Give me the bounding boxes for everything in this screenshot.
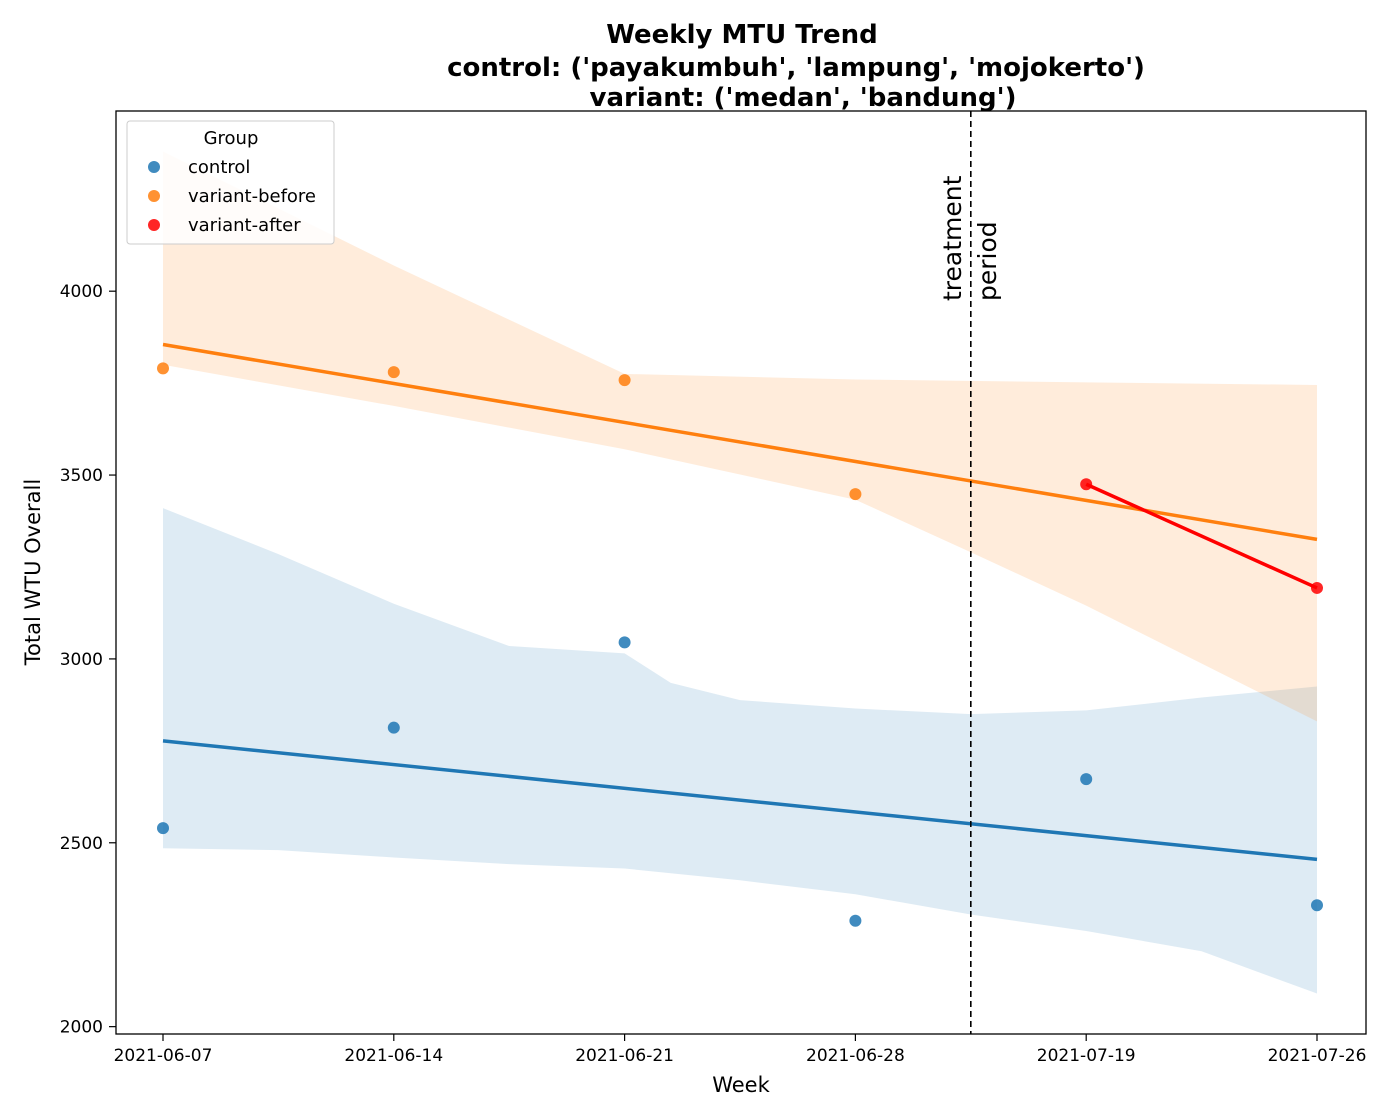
x-tick-label-5: 2021-07-26 [1268,1046,1367,1066]
legend-marker-variant-before [148,190,160,202]
x-tick-label-4: 2021-07-19 [1037,1046,1136,1066]
point-variant-after-0 [1080,478,1093,491]
line-variant-after [1085,482,1318,590]
chart-title: Weekly MTU Trend control: ('payakumbuh',… [447,20,1145,113]
point-control-5 [1311,899,1323,912]
point-variant-before-3 [849,488,862,501]
legend: Group control variant-before variant-aft… [126,120,335,245]
point-control-0 [157,822,169,835]
point-control-1 [387,721,400,734]
y-tick-label-2: 3000 [60,650,103,670]
legend-marker-control [148,161,160,173]
legend-entry-control: control [188,157,250,178]
data-points [157,362,1323,927]
chart-title-line-3: variant: ('medan', 'bandung') [590,83,1017,113]
x-tick-label-3: 2021-06-28 [806,1046,905,1066]
point-control-4 [1080,773,1093,786]
chart-title-line-2: control: ('payakumbuh', 'lampung', 'mojo… [447,53,1145,83]
x-axis: 2021-06-07 2021-06-14 2021-06-21 2021-06-28… [114,1034,1367,1066]
point-control-2 [618,636,631,649]
x-axis-label: Week [712,1073,770,1097]
x-tick-label-2: 2021-06-21 [575,1046,674,1066]
legend-entry-variant-after: variant-after [188,215,301,236]
legend-box [126,120,335,245]
legend-entry-variant-before: variant-before [188,186,316,207]
x-tick-label-1: 2021-06-14 [344,1046,443,1066]
treatment-label: treatment [938,175,967,301]
x-tick-label-0: 2021-06-07 [114,1046,213,1066]
confidence-bands [163,151,1317,994]
fit-line-variant-before [162,342,1318,542]
period-label: period [973,221,1002,301]
y-axis-label: Total WTU Overall [21,479,45,666]
treatment-period-annotation: treatment period [938,111,1002,1034]
fit-lines [162,342,1318,862]
point-control-3 [849,914,862,927]
y-tick-label-1: 2500 [60,834,103,854]
y-tick-label-0: 2000 [60,1018,103,1038]
y-tick-label-3: 3500 [60,466,103,486]
chart-title-line-1: Weekly MTU Trend [606,20,877,50]
band-variant-before [163,151,1317,722]
point-variant-before-1 [387,366,400,379]
point-variant-before-0 [157,362,169,375]
legend-marker-variant-after [148,219,160,231]
legend-title: Group [204,128,259,149]
y-axis: 2000 2500 3000 3500 4000 [60,282,116,1038]
y-tick-label-4: 4000 [60,282,103,302]
point-variant-after-1 [1311,581,1323,594]
band-control [163,508,1317,994]
plot-frame [115,110,1367,1035]
fit-line-control [162,739,1318,862]
point-variant-before-2 [618,374,631,387]
